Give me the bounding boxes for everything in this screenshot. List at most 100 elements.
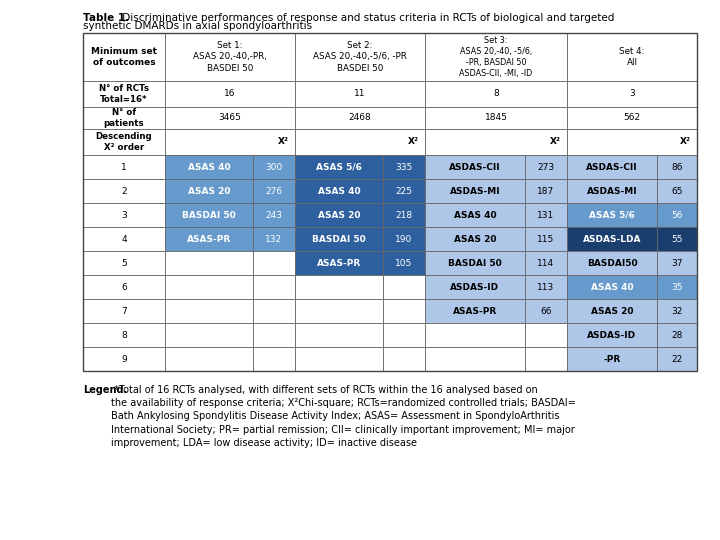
Bar [383,179,425,203]
Text: 8: 8 [121,330,127,340]
Bar [657,227,697,251]
Text: ASDAS-CII: ASDAS-CII [449,163,501,172]
Text: 218: 218 [395,211,413,219]
Bar [253,251,295,275]
Text: -PR: -PR [603,354,621,363]
Bar [83,323,165,347]
Bar [383,251,425,275]
Bar [567,203,657,227]
Text: 3: 3 [629,90,635,98]
Bar [525,179,567,203]
Bar [425,203,525,227]
Bar [425,107,567,129]
Text: 55: 55 [671,234,683,244]
Text: 2468: 2468 [348,113,372,123]
Text: ASAS-PR: ASAS-PR [317,259,361,267]
Bar [383,155,425,179]
Bar [567,33,697,81]
Bar [165,323,253,347]
Bar [83,107,165,129]
Bar [657,251,697,275]
Text: Set 2:
ASAS 20,-40,-5/6, -PR
BASDEI 50: Set 2: ASAS 20,-40,-5/6, -PR BASDEI 50 [313,42,407,72]
Bar [83,299,165,323]
Bar [295,179,383,203]
Bar [657,203,697,227]
Bar [567,275,657,299]
Bar [253,275,295,299]
Bar [425,33,567,81]
Text: ASDAS-LDA: ASDAS-LDA [582,234,642,244]
Bar [253,323,295,347]
Text: 1845: 1845 [485,113,508,123]
Bar [567,227,657,251]
Text: *Total of 16 RCTs analysed, with different sets of RCTs within the 16 analysed b: *Total of 16 RCTs analysed, with differe… [111,385,576,448]
Bar [83,251,165,275]
Bar [383,299,425,323]
Text: N° of
patients: N° of patients [104,108,144,128]
Text: ASAS 5/6: ASAS 5/6 [316,163,362,172]
Text: ASAS 40: ASAS 40 [590,282,634,292]
Bar [525,275,567,299]
Text: ASAS-PR: ASAS-PR [187,234,231,244]
Text: 3465: 3465 [219,113,241,123]
Bar [165,203,253,227]
Text: BASDAI 50: BASDAI 50 [448,259,502,267]
Text: ASDAS-MI: ASDAS-MI [450,186,500,195]
Text: ASAS 20: ASAS 20 [590,307,634,315]
Text: 22: 22 [671,354,683,363]
Text: 37: 37 [671,259,683,267]
Text: 132: 132 [266,234,282,244]
Bar [253,203,295,227]
Bar [657,299,697,323]
Text: ASDAS-ID: ASDAS-ID [451,282,500,292]
Text: 9: 9 [121,354,127,363]
Bar [165,155,253,179]
Bar [165,275,253,299]
Text: BASDAI 50: BASDAI 50 [312,234,366,244]
Text: 8: 8 [493,90,499,98]
Text: 2: 2 [121,186,127,195]
Bar [567,155,657,179]
Bar [567,299,657,323]
Bar [165,179,253,203]
Text: X²: X² [680,138,691,146]
Text: ASAS 40: ASAS 40 [318,186,360,195]
Bar [567,81,697,107]
Bar [383,275,425,299]
Bar [525,155,567,179]
Text: 65: 65 [671,186,683,195]
Text: 114: 114 [537,259,554,267]
Text: Set 3:
ASAS 20,-40, -5/6,
-PR, BASDAI 50
ASDAS-CII, -MI, -ID: Set 3: ASAS 20,-40, -5/6, -PR, BASDAI 50… [459,36,533,78]
Bar [295,81,425,107]
Bar [295,129,425,155]
Text: ASAS 40: ASAS 40 [188,163,230,172]
Text: X²: X² [408,138,419,146]
Bar [295,33,425,81]
Bar [425,251,525,275]
Bar [383,323,425,347]
Text: 562: 562 [624,113,641,123]
Bar [657,323,697,347]
Bar [567,107,697,129]
Bar [525,347,567,371]
Bar [295,107,425,129]
Bar [383,227,425,251]
Text: 300: 300 [266,163,283,172]
Text: 3: 3 [121,211,127,219]
Text: 16: 16 [224,90,235,98]
Bar [83,227,165,251]
Text: 131: 131 [537,211,554,219]
Bar [525,299,567,323]
Text: N° of RCTs
Total=16*: N° of RCTs Total=16* [99,84,149,104]
Text: 56: 56 [671,211,683,219]
Text: 28: 28 [671,330,683,340]
Text: Set 1:
ASAS 20,-40,-PR,
BASDEI 50: Set 1: ASAS 20,-40,-PR, BASDEI 50 [193,42,267,72]
Bar [253,155,295,179]
Text: 225: 225 [395,186,413,195]
Text: 32: 32 [671,307,683,315]
Bar [567,179,657,203]
Bar [83,275,165,299]
Text: Legend.: Legend. [83,385,127,395]
Text: 276: 276 [266,186,282,195]
Text: 113: 113 [537,282,554,292]
